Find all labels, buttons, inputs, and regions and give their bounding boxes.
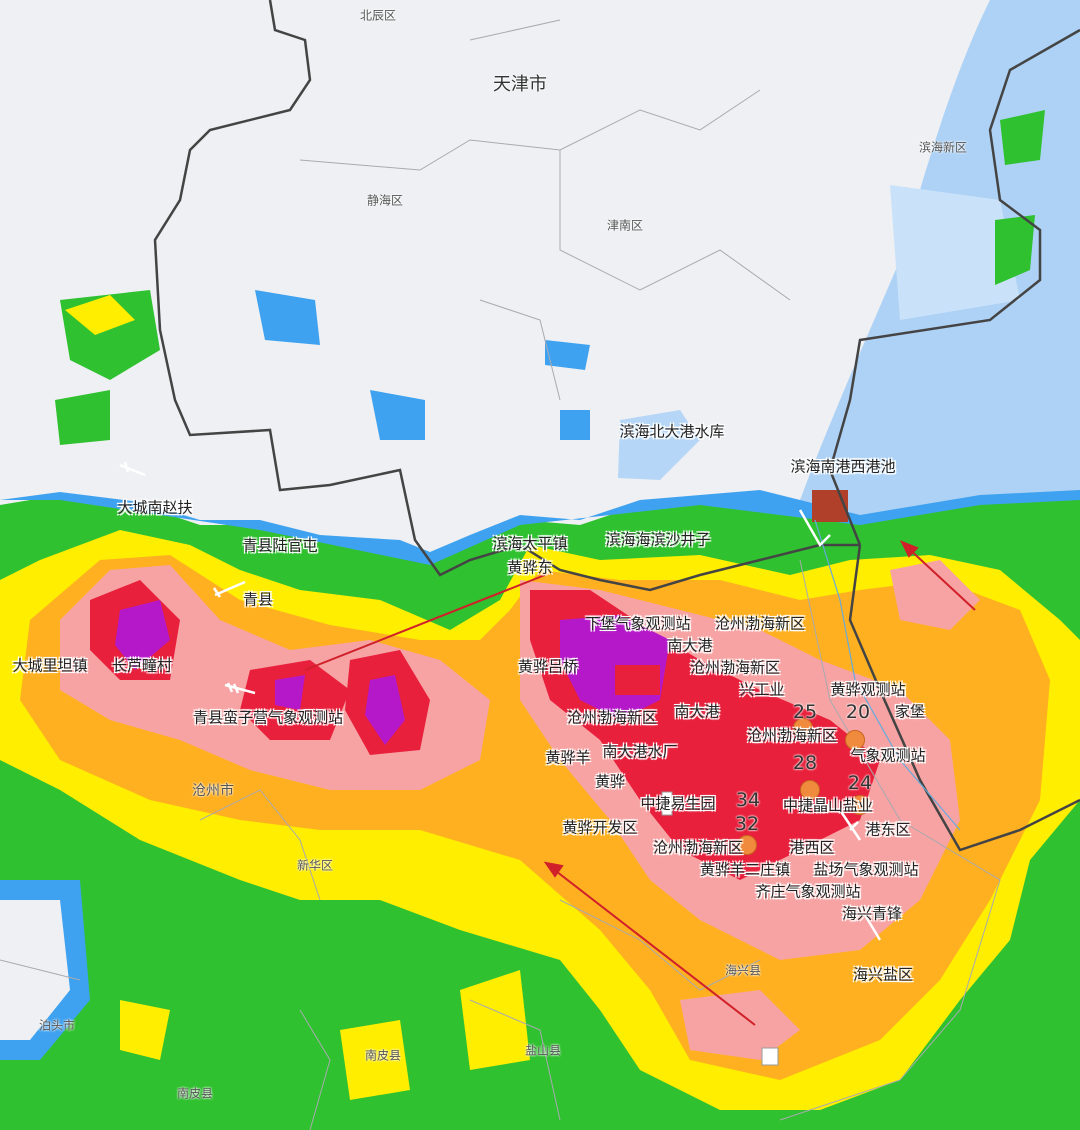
station-label[interactable]: 港东区 (865, 820, 911, 839)
arrow-head-south (543, 861, 564, 878)
station-label[interactable]: 南大港 (667, 636, 713, 655)
radar-cell-nw (55, 290, 160, 445)
station-label[interactable]: 大城南赵扶 (117, 498, 193, 517)
station-label[interactable]: 港西区 (789, 838, 835, 857)
station-label[interactable]: 沧州渤海新区 (714, 614, 806, 633)
station-label[interactable]: 滨海北大港水库 (619, 422, 725, 441)
station-label[interactable]: 黄骅开发区 (562, 818, 638, 837)
wind-barbs (119, 461, 882, 941)
station-label[interactable]: 沧州渤海新区 (746, 726, 838, 745)
radar-fringe (0, 490, 1080, 565)
station-label[interactable]: 沧州渤海新区 (689, 658, 781, 677)
region-label: 盐山县 (524, 1043, 562, 1058)
region-label: 南皮县 (176, 1086, 214, 1101)
station-label[interactable]: 南大港水厂 (602, 742, 678, 761)
arrow-line-south (551, 867, 756, 1026)
radar-moderate-south (120, 970, 530, 1100)
station-label[interactable]: 黄骅东 (507, 558, 553, 577)
arrow-head-east (899, 540, 919, 558)
radar-cell-blue-1 (255, 290, 320, 345)
rainfall-value: 34 (735, 789, 761, 811)
rainfall-value: 25 (792, 701, 818, 723)
station-label[interactable]: 黄骅羊二庄镇 (699, 860, 791, 879)
reservoir (618, 410, 700, 480)
station-label[interactable]: 滨海南港西港池 (790, 457, 896, 476)
radar-cell-nw-yellow (65, 295, 135, 335)
wind-barb-icon (863, 914, 882, 941)
region-label: 北辰区 (359, 8, 397, 23)
track-arrows (304, 540, 976, 1026)
station-marker-icon (761, 1047, 779, 1066)
station-label[interactable]: 黄骅观测站 (830, 680, 906, 699)
station-label[interactable]: 青县陆官屯 (242, 536, 318, 555)
station-label[interactable]: 滨海太平镇 (492, 534, 568, 553)
county-boundaries (0, 19, 1001, 1130)
region-label: 泊头市 (38, 1018, 76, 1033)
station-label[interactable]: 海兴盐区 (852, 965, 914, 984)
station-label[interactable]: 滨海海滨沙井子 (605, 530, 711, 549)
region-label: 海兴县 (724, 963, 762, 978)
station-label[interactable]: 下堡气象观测站 (585, 614, 691, 633)
station-label[interactable]: 青县蛮子营气象观测站 (192, 708, 344, 727)
rainfall-value: 20 (845, 701, 871, 723)
station-dot[interactable] (737, 835, 757, 855)
wind-barb-icon (798, 509, 831, 548)
region-label: 南皮县 (364, 1048, 402, 1063)
station-label[interactable]: 齐庄气象观测站 (755, 882, 861, 901)
radar-extreme (115, 600, 670, 745)
station-label[interactable]: 沧州渤海新区 (566, 708, 658, 727)
wind-barb-icon (212, 580, 246, 598)
station-label[interactable]: 长芦疃村 (111, 656, 173, 675)
rainfall-value: 32 (734, 813, 760, 835)
radar-intense (90, 580, 880, 880)
radar-left-white (0, 900, 70, 1040)
river-line (814, 519, 961, 831)
arrow-line-west (304, 574, 546, 671)
station-dot[interactable] (845, 730, 865, 750)
station-label[interactable]: 盐场气象观测站 (813, 860, 919, 879)
radar-core (615, 665, 660, 695)
station-label[interactable]: 沧州渤海新区 (652, 838, 744, 857)
wind-barb-icon (119, 461, 146, 477)
region-label: 沧州市 (192, 783, 234, 799)
radar-cell-ne (995, 110, 1045, 285)
station-label[interactable]: 中捷易生园 (640, 794, 716, 813)
station-label[interactable]: 黄骅羊 (545, 748, 591, 767)
region-label: 静海区 (366, 193, 404, 208)
rainfall-value: 28 (792, 752, 818, 774)
port-area (890, 185, 1020, 320)
station-label[interactable]: 大城里坦镇 (12, 656, 88, 675)
station-dot[interactable] (793, 718, 813, 738)
wind-barb-icon (224, 682, 256, 695)
radar-cell-blue-2 (370, 390, 425, 440)
station-dot[interactable] (850, 795, 870, 815)
wind-barb-icon (838, 809, 862, 841)
station-label[interactable]: 气象观测站 (850, 746, 926, 765)
arrow-line-east (906, 546, 976, 611)
region-label: 津南区 (606, 218, 644, 233)
region-label: 滨海新区 (918, 140, 968, 155)
station-label[interactable]: 家堡 (894, 702, 926, 721)
radar-cell-blue-3 (545, 340, 590, 440)
radar-cell-sea (812, 490, 848, 522)
rainfall-value: 24 (847, 772, 873, 794)
station-label[interactable]: 兴工业 (739, 680, 785, 699)
station-label[interactable]: 黄骅 (594, 772, 626, 791)
station-label[interactable]: 黄骅吕桥 (517, 657, 579, 676)
station-label[interactable]: 中捷晶山盐业 (782, 796, 874, 815)
station-label[interactable]: 青县 (242, 590, 274, 609)
station-label[interactable]: 南大港 (674, 702, 720, 721)
station-label[interactable]: 海兴青锋 (841, 904, 903, 923)
city-label: 天津市 (493, 74, 547, 95)
province-boundary (153, 0, 1080, 852)
station-dot[interactable] (800, 780, 820, 800)
station-marker-icon (661, 791, 673, 816)
region-label: 新华区 (296, 858, 334, 873)
